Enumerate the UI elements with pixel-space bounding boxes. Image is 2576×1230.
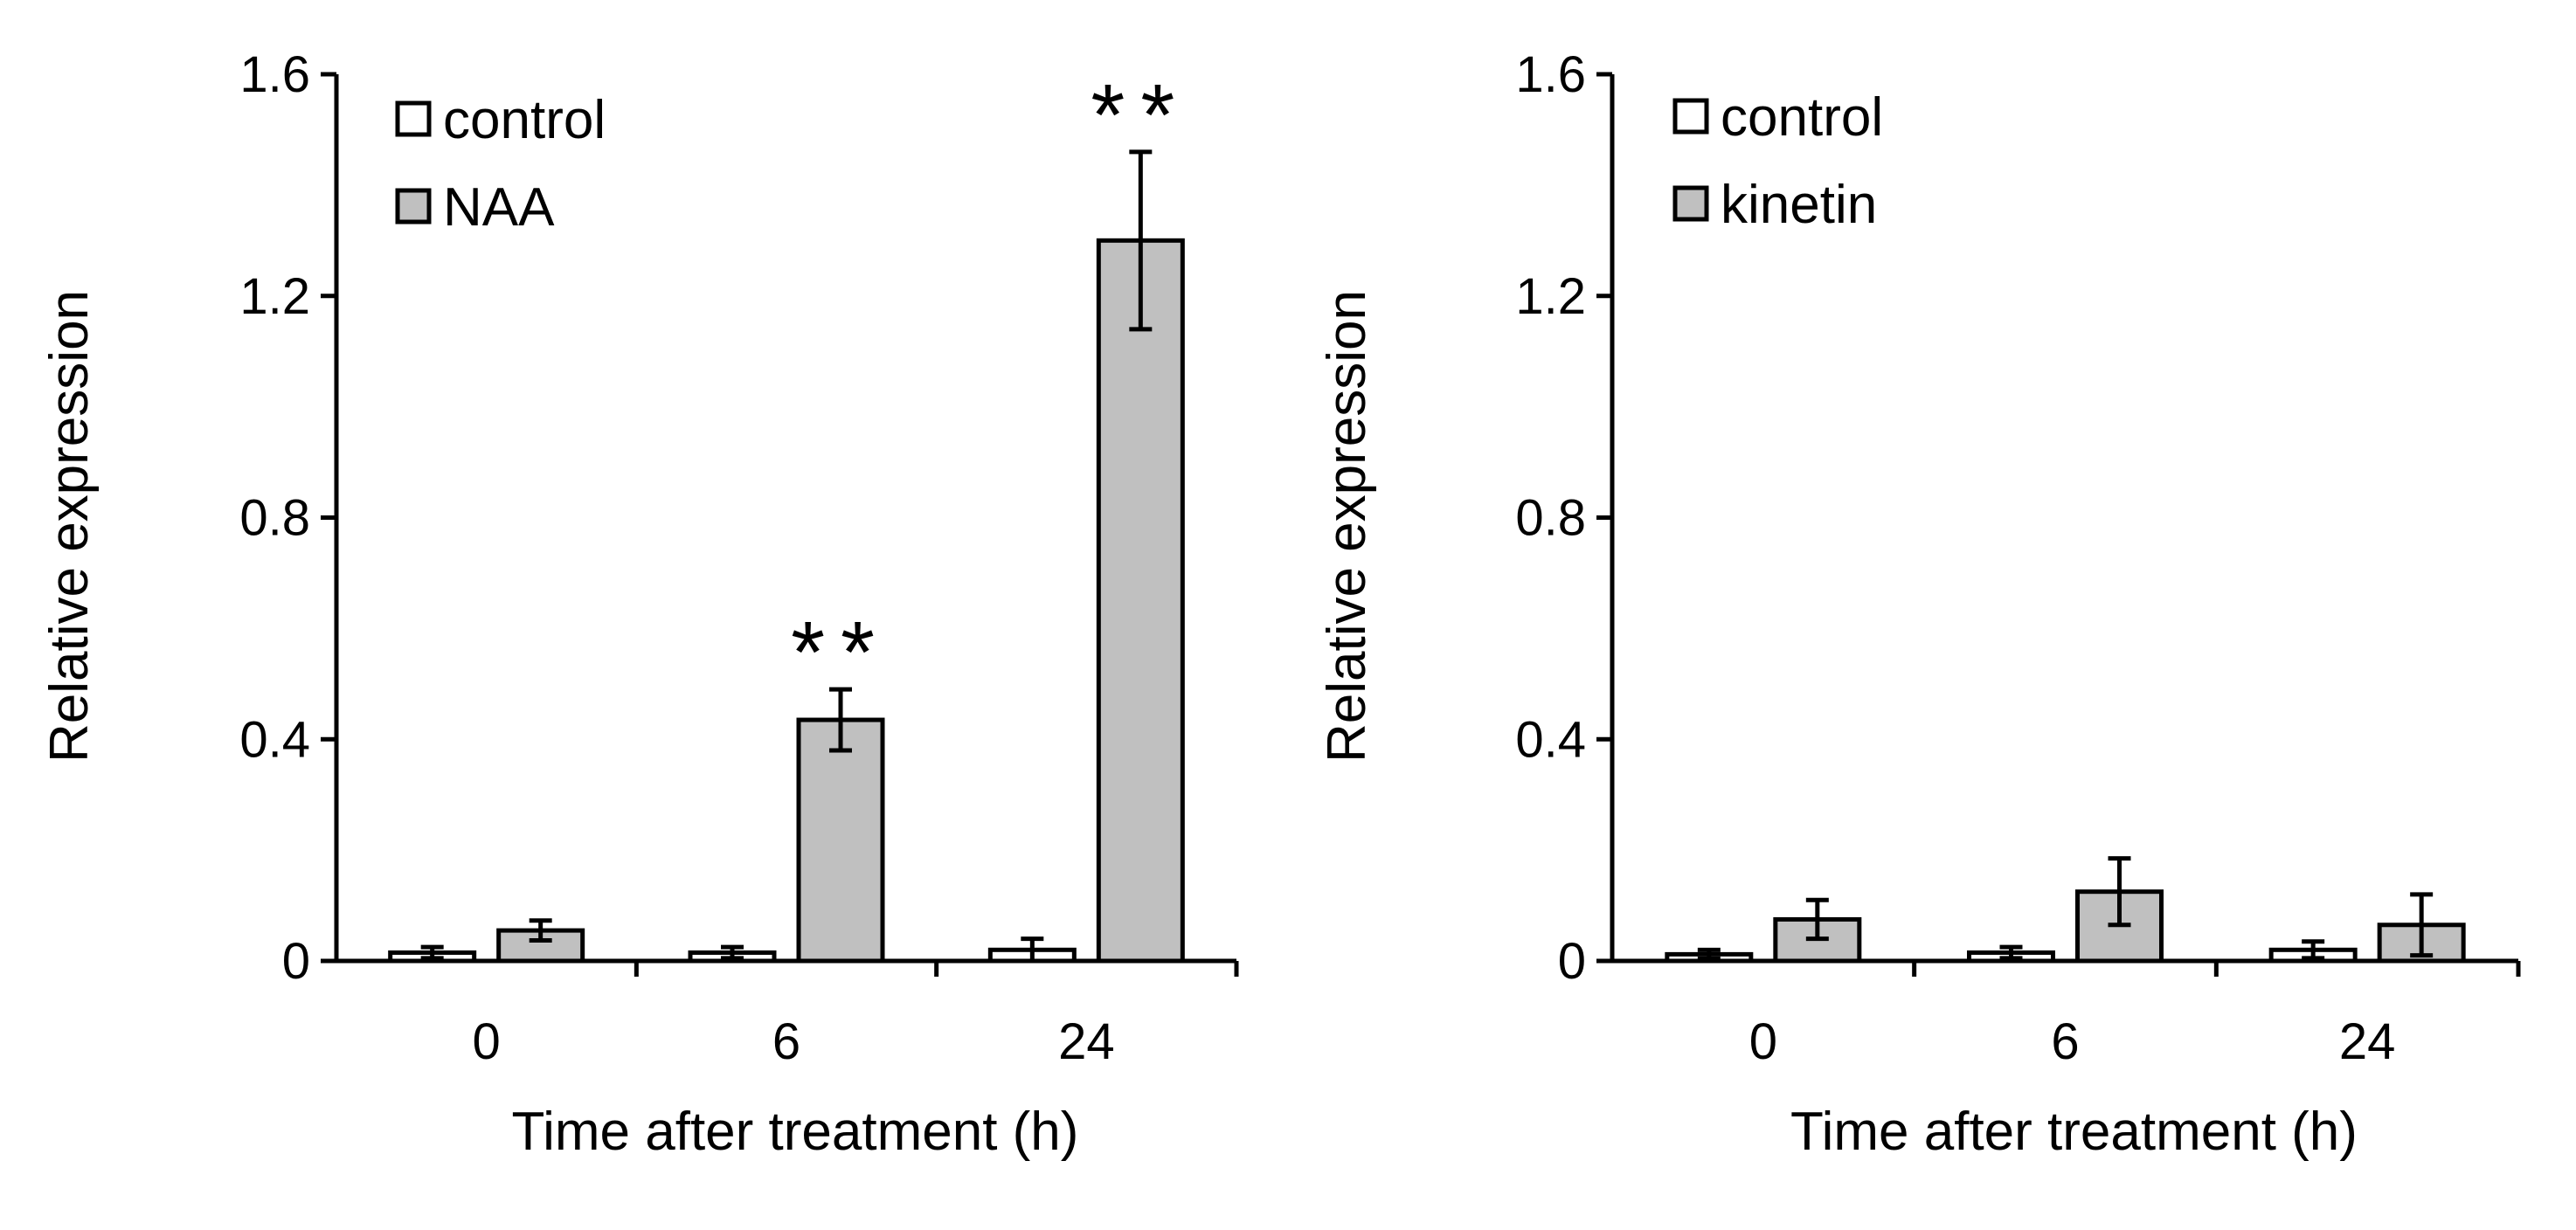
x-tick-label: 0: [473, 1013, 501, 1070]
legend-swatch-control: [395, 100, 432, 137]
significance-marker: **: [791, 604, 890, 701]
x-axis-title: Time after treatment (h): [1790, 1102, 2358, 1162]
legend-label-control: control: [1721, 87, 1883, 148]
left-chart-panel: 0 0.4 0.8 1.2 1.6 0 6 24 ** ** Time after treatmen…: [39, 46, 1239, 1162]
y-tick-label: 0.4: [1515, 711, 1586, 768]
y-tick-label: 0: [282, 933, 310, 990]
y-axis-title: Relative expression: [39, 290, 100, 763]
significance-marker: **: [1091, 66, 1190, 164]
x-tick-label: 24: [2339, 1013, 2396, 1070]
bar-naa-6: [796, 717, 885, 964]
y-tick-label: 1.2: [1515, 268, 1586, 325]
x-tick-label: 0: [1749, 1013, 1777, 1070]
y-tick-label: 1.6: [1515, 46, 1586, 103]
x-tick-label: 24: [1058, 1013, 1115, 1070]
legend-label-control: control: [443, 90, 606, 150]
y-tick-label: 0.4: [239, 711, 310, 768]
y-tick-label: 0.8: [239, 490, 310, 547]
legend-swatch-control: [1672, 98, 1709, 135]
legend-swatch-kinetin: [1672, 185, 1709, 222]
right-chart-panel: 0 0.4 0.8 1.2 1.6 0 6 24 Time after treatment (h…: [1317, 46, 2521, 1162]
y-tick-label: 0: [1558, 933, 1586, 990]
y-tick-label: 1.2: [239, 268, 310, 325]
x-tick-label: 6: [772, 1013, 800, 1070]
y-axis-title: Relative expression: [1317, 290, 1377, 763]
y-tick-label: 1.6: [239, 46, 310, 103]
x-axis-title: Time after treatment (h): [512, 1102, 1079, 1162]
y-tick-label: 0.8: [1515, 490, 1586, 547]
legend-label-kinetin: kinetin: [1721, 175, 1877, 235]
x-tick-label: 6: [2051, 1013, 2079, 1070]
legend-swatch-naa: [395, 188, 432, 225]
bar-naa-24: [1096, 238, 1185, 964]
legend-label-naa: NAA: [443, 177, 555, 238]
